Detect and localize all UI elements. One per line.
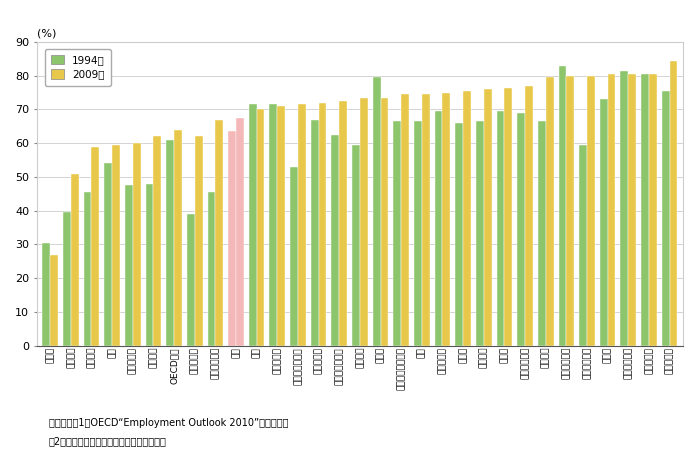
Bar (352, 145, 360, 346)
Bar (422, 94, 430, 346)
Bar (43, 243, 50, 346)
Bar (463, 91, 471, 346)
Bar (146, 184, 154, 346)
Bar (476, 121, 484, 346)
Bar (154, 136, 161, 346)
Bar (641, 74, 649, 346)
Bar (484, 89, 491, 346)
Bar (84, 192, 91, 346)
Bar (91, 147, 99, 346)
Bar (496, 111, 505, 346)
Bar (125, 185, 133, 346)
Bar (587, 76, 595, 346)
Bar (277, 106, 285, 346)
Bar (628, 74, 636, 346)
Bar (195, 136, 202, 346)
Bar (608, 74, 616, 346)
Bar (187, 214, 195, 346)
Bar (70, 174, 79, 346)
Bar (311, 120, 318, 346)
Bar (435, 111, 443, 346)
Bar (546, 77, 554, 346)
Text: 2。就業率は「就業者数／人口」で計算。: 2。就業率は「就業者数／人口」で計算。 (49, 436, 167, 446)
Bar (318, 103, 327, 346)
Bar (236, 118, 244, 346)
Bar (600, 99, 608, 346)
Bar (669, 60, 678, 346)
Bar (63, 212, 70, 346)
Bar (228, 131, 236, 346)
Bar (517, 113, 525, 346)
Text: （備考）　1。OECD“Employment Outlook 2010”より作成。: （備考） 1。OECD“Employment Outlook 2010”より作成… (49, 418, 288, 428)
Bar (455, 123, 463, 346)
Bar (248, 104, 257, 346)
Bar (566, 76, 574, 346)
Bar (662, 91, 669, 346)
Bar (621, 71, 628, 346)
Text: (%): (%) (37, 29, 56, 39)
Legend: 1994年, 2009年: 1994年, 2009年 (45, 49, 111, 86)
Bar (401, 94, 409, 346)
Bar (538, 121, 546, 346)
Bar (166, 140, 174, 346)
Bar (505, 87, 512, 346)
Bar (216, 120, 223, 346)
Bar (394, 121, 401, 346)
Bar (443, 93, 450, 346)
Bar (525, 86, 533, 346)
Bar (339, 101, 347, 346)
Bar (373, 77, 380, 346)
Bar (414, 121, 422, 346)
Bar (174, 130, 182, 346)
Bar (360, 98, 368, 346)
Bar (649, 74, 657, 346)
Bar (298, 104, 306, 346)
Bar (579, 145, 587, 346)
Bar (558, 66, 566, 346)
Bar (112, 145, 120, 346)
Bar (380, 98, 388, 346)
Bar (133, 143, 140, 346)
Bar (257, 109, 265, 346)
Bar (207, 192, 216, 346)
Bar (50, 255, 58, 346)
Bar (290, 167, 298, 346)
Bar (104, 163, 112, 346)
Bar (269, 104, 277, 346)
Bar (332, 135, 339, 346)
